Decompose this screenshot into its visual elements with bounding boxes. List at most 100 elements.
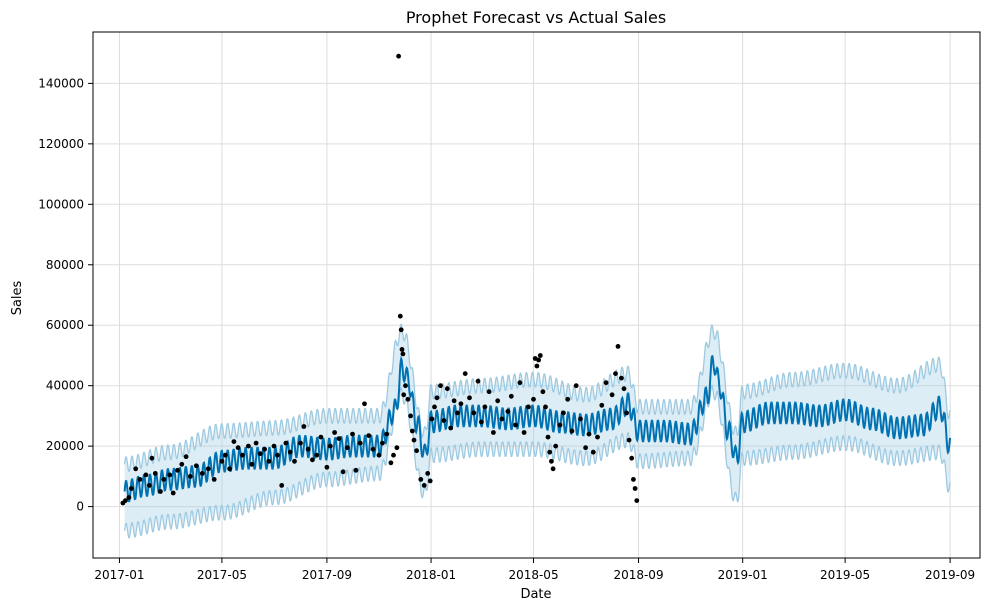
actual-point <box>357 440 363 446</box>
actual-point <box>219 458 225 464</box>
x-tick-label: 2018-01 <box>406 568 456 582</box>
actual-point <box>310 457 315 463</box>
actual-point <box>586 431 592 437</box>
actual-point <box>205 466 211 472</box>
actual-point <box>409 428 415 434</box>
actual-point <box>599 402 605 408</box>
actual-point <box>394 445 400 451</box>
actual-points-layer <box>120 53 640 506</box>
actual-point <box>340 469 346 475</box>
actual-point <box>161 477 167 482</box>
x-tick-label: 2019-05 <box>820 568 870 582</box>
actual-point <box>475 378 481 384</box>
actual-point <box>537 353 543 358</box>
actual-point <box>462 371 468 376</box>
actual-point <box>486 389 492 395</box>
actual-point <box>448 425 454 431</box>
actual-point <box>380 440 385 446</box>
actual-point <box>370 446 376 452</box>
actual-point <box>170 490 176 496</box>
upper-bound-line <box>123 323 951 472</box>
actual-point <box>400 351 406 357</box>
actual-point <box>550 466 556 472</box>
actual-point <box>626 437 632 443</box>
actual-point <box>491 430 496 435</box>
actual-point <box>235 445 241 451</box>
actual-point <box>391 452 396 458</box>
actual-point <box>399 347 405 352</box>
actual-point <box>266 458 272 464</box>
actual-point <box>397 313 403 319</box>
actual-point <box>631 477 636 482</box>
y-tick-label: 60000 <box>46 318 84 332</box>
x-tick-label: 2019-01 <box>718 568 768 582</box>
actual-point <box>434 395 440 401</box>
actual-point <box>327 443 333 449</box>
actual-point <box>634 498 640 503</box>
y-tick-label: 80000 <box>46 258 84 272</box>
actual-point <box>396 53 401 59</box>
actual-point <box>133 466 139 472</box>
actual-point <box>615 344 621 349</box>
grid <box>93 32 980 558</box>
actual-point <box>471 410 477 416</box>
plot-frame <box>92 31 981 559</box>
forecast-line-layer <box>123 354 952 503</box>
actual-point <box>231 439 237 444</box>
actual-point <box>425 471 431 476</box>
actual-point <box>583 445 588 451</box>
actual-point <box>455 410 460 416</box>
actual-point <box>545 434 551 440</box>
x-tick-label: 2017-09 <box>302 568 352 582</box>
actual-point <box>479 419 484 425</box>
actual-point <box>482 404 488 410</box>
actual-point <box>629 455 635 461</box>
x-tick-label: 2017-05 <box>197 568 247 582</box>
actual-point <box>553 443 559 449</box>
y-tick-label: 0 <box>76 500 84 514</box>
y-axis: 0 20000 40000 60000 80000 100000 120000 140000 <box>38 76 93 514</box>
actual-point <box>179 461 185 467</box>
actual-point <box>287 449 293 455</box>
actual-point <box>366 433 372 438</box>
actual-point <box>458 401 464 407</box>
actual-point <box>283 440 289 446</box>
actual-point <box>123 498 128 503</box>
actual-point <box>143 472 149 478</box>
actual-point <box>240 452 245 458</box>
actual-point <box>199 471 205 476</box>
actual-point <box>517 380 523 386</box>
actual-point <box>398 327 404 333</box>
actual-point <box>193 463 199 469</box>
actual-point <box>418 477 424 482</box>
actual-point <box>531 396 536 402</box>
actual-point <box>149 455 155 461</box>
actual-point <box>362 401 367 407</box>
actual-point <box>336 436 342 441</box>
actual-point <box>534 363 540 369</box>
x-tick-label: 2018-05 <box>508 568 558 582</box>
y-tick-label: 40000 <box>46 379 84 393</box>
actual-point <box>505 409 511 414</box>
actual-point <box>565 396 571 402</box>
actual-point <box>438 383 443 389</box>
y-axis-label: Sales <box>10 280 25 315</box>
actual-point <box>578 416 583 422</box>
actual-point <box>557 422 563 428</box>
x-tick-label: 2017-01 <box>94 568 144 582</box>
actual-point <box>211 477 217 482</box>
actual-point <box>305 446 311 452</box>
actual-point <box>146 483 152 488</box>
actual-point <box>609 392 615 398</box>
x-axis-label: Date <box>520 587 551 602</box>
actual-point <box>540 389 546 395</box>
actual-point <box>246 443 251 449</box>
actual-point <box>257 451 263 457</box>
chart-title: Prophet Forecast vs Actual Sales <box>406 8 666 27</box>
actual-point <box>376 452 382 458</box>
actual-point <box>137 477 143 482</box>
actual-point <box>175 467 180 473</box>
actual-point <box>621 386 627 392</box>
actual-point <box>613 371 618 376</box>
